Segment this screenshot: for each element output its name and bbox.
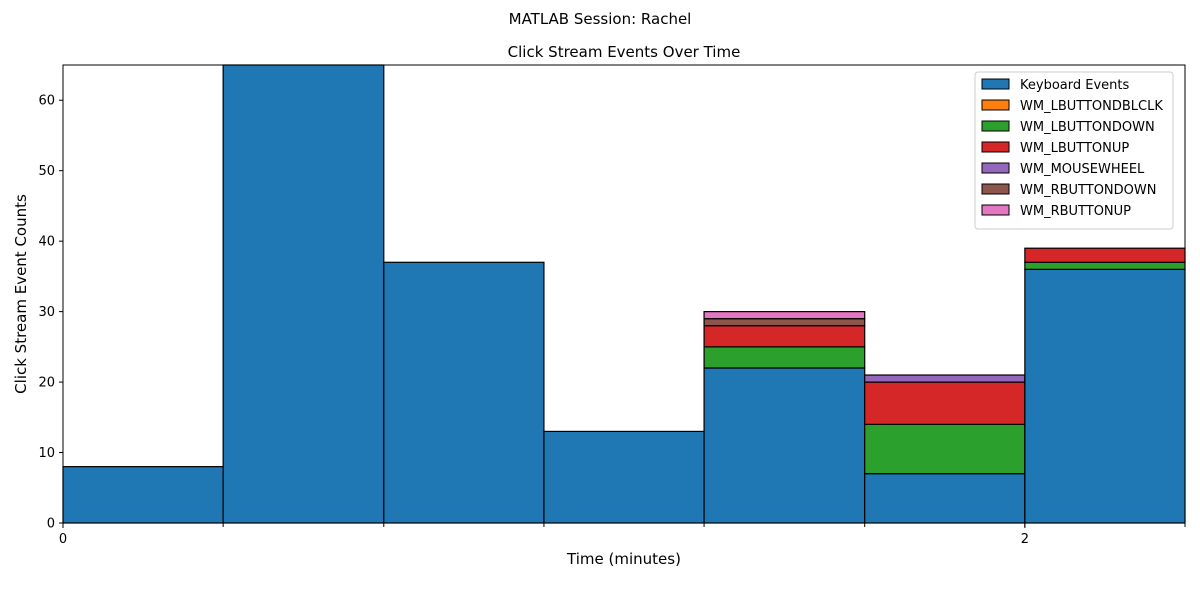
legend: Keyboard Events WM_LBUTTONDBLCLK WM_LBUTTO… bbox=[974, 71, 1174, 230]
legend-label: WM_LBUTTONDOWN bbox=[1020, 120, 1155, 135]
y-axis-label: Click Stream Event Counts bbox=[12, 194, 30, 394]
x-tick-label: 0 bbox=[59, 532, 67, 547]
legend-label: WM_RBUTTONDOWN bbox=[1020, 183, 1156, 198]
legend-frame bbox=[974, 71, 1174, 230]
bar-wm-lbuttonup-bin-5 bbox=[703, 325, 866, 348]
legend-label: WM_LBUTTONDBLCLK bbox=[1020, 99, 1163, 114]
bar-keyboard-events-bin-1 bbox=[62, 466, 224, 524]
y-tick-label: 50 bbox=[38, 164, 55, 179]
bar-keyboard-events-bin-7 bbox=[1024, 268, 1186, 524]
y-axis: 0 10 20 30 40 50 60 bbox=[38, 94, 63, 532]
bars-group bbox=[62, 64, 1186, 524]
legend-label: WM_MOUSEWHEEL bbox=[1020, 162, 1145, 177]
legend-swatch bbox=[981, 78, 1010, 90]
bar-keyboard-events-bin-5 bbox=[703, 367, 866, 524]
bar-wm-lbuttonup-bin-6 bbox=[864, 381, 1026, 425]
y-tick-label: 0 bbox=[47, 517, 55, 532]
bar-wm-lbuttondown-bin-6 bbox=[864, 423, 1026, 475]
legend-swatch bbox=[981, 204, 1010, 216]
legend-swatch bbox=[981, 99, 1010, 111]
legend-label: WM_LBUTTONUP bbox=[1020, 141, 1129, 156]
plot-frame bbox=[62, 64, 1186, 524]
chart-title: Click Stream Events Over Time bbox=[508, 43, 741, 61]
bar-keyboard-events-bin-4 bbox=[543, 430, 705, 524]
y-tick-label: 30 bbox=[38, 305, 55, 320]
bar-wm-lbuttonup-bin-7 bbox=[1024, 247, 1186, 263]
x-tick-label: 2 bbox=[1021, 532, 1029, 547]
bar-wm-lbuttondown-bin-5 bbox=[703, 346, 866, 369]
bar-wm-rbuttonup-bin-5 bbox=[703, 311, 866, 320]
legend-label: Keyboard Events bbox=[1020, 78, 1129, 93]
legend-label: WM_RBUTTONUP bbox=[1020, 204, 1131, 219]
y-tick-label: 40 bbox=[38, 235, 55, 250]
legend-swatch bbox=[981, 141, 1010, 153]
window-title: MATLAB Session: Rachel bbox=[509, 10, 692, 28]
bar-wm-rbuttondown-bin-5 bbox=[703, 318, 866, 327]
legend-swatch bbox=[981, 183, 1010, 195]
y-tick-label: 60 bbox=[38, 94, 55, 109]
bar-keyboard-events-bin-3 bbox=[383, 261, 545, 524]
bar-wm-lbuttondown-bin-7 bbox=[1024, 261, 1186, 270]
bar-keyboard-events-bin-6 bbox=[864, 473, 1026, 524]
legend-swatch bbox=[981, 162, 1010, 174]
bar-keyboard-events-bin-2 bbox=[222, 64, 385, 524]
bar-wm-mousewheel-bin-6 bbox=[864, 374, 1026, 383]
y-tick-label: 10 bbox=[38, 446, 55, 461]
legend-swatch bbox=[981, 120, 1010, 132]
x-axis-label: Time (minutes) bbox=[566, 550, 681, 568]
y-tick-label: 20 bbox=[38, 376, 55, 391]
